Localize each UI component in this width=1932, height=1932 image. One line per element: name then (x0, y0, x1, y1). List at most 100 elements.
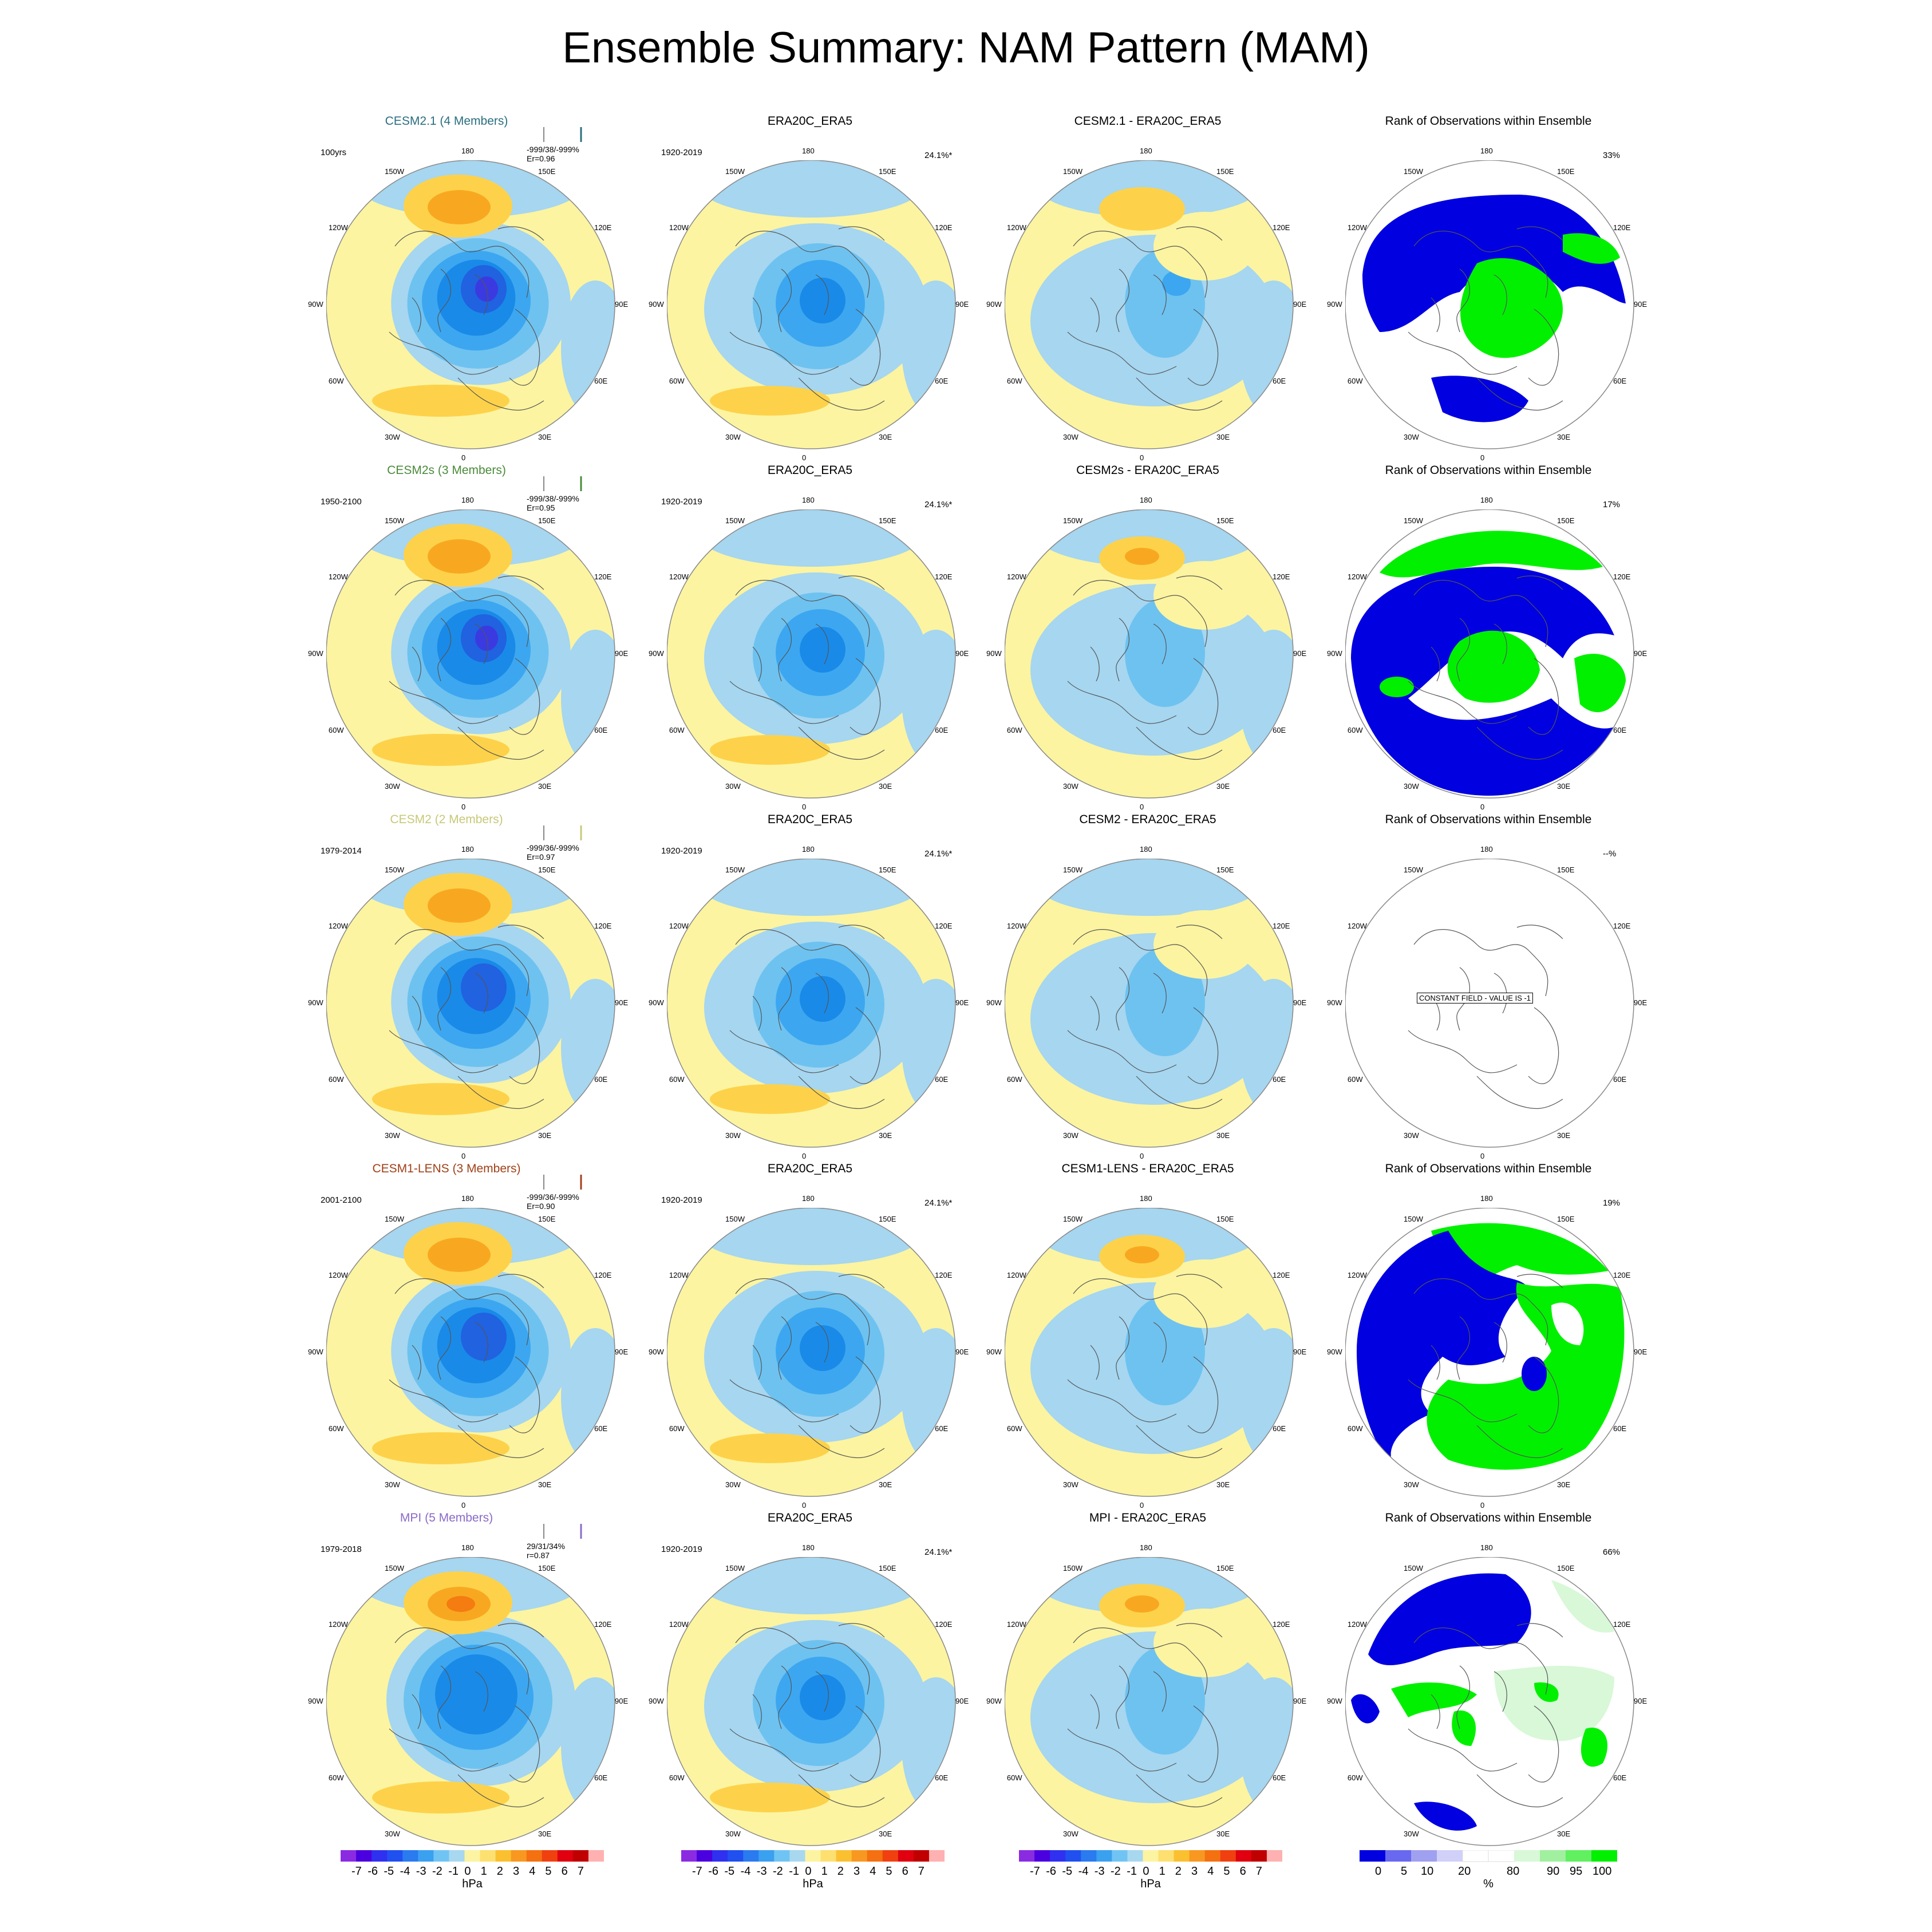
longitude-label: 150E (1216, 1214, 1234, 1223)
longitude-label: 90E (615, 1348, 629, 1356)
colorbar-tick-label: -3 (416, 1865, 426, 1878)
colorbar-swatch (387, 1850, 403, 1862)
longitude-label: 150W (385, 1214, 404, 1223)
longitude-label: 30E (1216, 1830, 1230, 1839)
obs-map (667, 160, 956, 449)
longitude-label: 180 (1140, 845, 1152, 854)
longitude-label: 150W (385, 1563, 404, 1573)
longitude-label: 60E (1613, 726, 1627, 734)
longitude-label: 150E (538, 1563, 556, 1573)
colorbar-swatch (542, 1850, 558, 1862)
model-title: CESM2.1 (4 Members) (385, 114, 508, 128)
longitude-label: 0 (461, 453, 466, 462)
diff-map (1005, 1557, 1294, 1846)
longitude-label: 30W (725, 1131, 741, 1140)
colorbar-tick-label: 4 (529, 1865, 536, 1878)
colorbar-swatch (1034, 1850, 1050, 1862)
model-title: MPI (5 Members) (400, 1511, 493, 1524)
obs-map (667, 509, 956, 799)
longitude-label: 60E (935, 1424, 949, 1433)
longitude-label: 60W (1006, 726, 1022, 734)
colorbar-swatch (1158, 1850, 1175, 1862)
diff-map (1005, 859, 1294, 1148)
longitude-label: 0 (802, 803, 807, 811)
coastline-outline (1408, 575, 1563, 760)
longitude-label: 180 (461, 1543, 474, 1552)
colorbar-swatch (1127, 1850, 1143, 1862)
colorbar-tick-label: 5 (1223, 1865, 1230, 1878)
longitude-label: 90W (308, 1697, 323, 1705)
longitude-label: 60E (1273, 726, 1286, 734)
obs-title: ERA20C_ERA5 (767, 813, 853, 826)
colorbar-tick-label: -6 (1046, 1865, 1056, 1878)
longitude-label: 150W (1063, 1214, 1082, 1223)
longitude-label: 120E (935, 572, 953, 581)
longitude-label: 90E (1634, 1697, 1647, 1705)
longitude-label: 90W (1327, 1348, 1342, 1356)
longitude-label: 60W (669, 377, 685, 385)
colorbar-tick-label: 2 (1175, 1865, 1182, 1878)
diff-map (1005, 160, 1294, 449)
colorbar-unit: hPa (1140, 1878, 1161, 1890)
colorbar-swatch (1143, 1850, 1159, 1862)
longitude-label: 30E (1557, 782, 1571, 791)
colorbar-tick-label: -1 (1127, 1865, 1137, 1878)
longitude-label: 30W (1063, 782, 1078, 791)
model-map (326, 509, 615, 799)
colorbar-tick-label: 2 (837, 1865, 844, 1878)
longitude-label: 90W (1327, 649, 1342, 658)
longitude-label: 90W (1327, 1697, 1342, 1705)
obs-years: 1920-2019 (661, 1544, 702, 1554)
model-stats: -999/36/-999% Er=0.90 (527, 1192, 579, 1211)
longitude-label: 60W (669, 1773, 685, 1782)
longitude-label: 0 (1140, 1152, 1144, 1160)
longitude-label: 90W (1327, 300, 1342, 309)
longitude-label: 60W (1006, 1075, 1022, 1084)
longitude-label: 180 (1480, 147, 1493, 155)
longitude-label: 180 (461, 1194, 474, 1203)
longitude-label: 60E (1273, 1075, 1286, 1084)
longitude-label: 30W (1063, 433, 1078, 442)
coastline-outline (729, 226, 885, 411)
longitude-label: 180 (1140, 496, 1152, 504)
longitude-label: 180 (1140, 1194, 1152, 1203)
longitude-label: 120E (1273, 223, 1290, 232)
longitude-label: 180 (461, 845, 474, 854)
colorbar-tick-label: 10 (1421, 1865, 1434, 1878)
model-map (326, 1557, 615, 1846)
coastline-outline (389, 575, 544, 760)
obs-panel: ERA20C_ERA5 1920-2019 24.1%* 180 150E 120E 90E… (649, 114, 970, 481)
ensemble-ticks (543, 1175, 582, 1190)
colorbar-swatch (758, 1850, 775, 1862)
colorbar-swatch (341, 1850, 357, 1862)
colorbar-tick-label: -1 (448, 1865, 459, 1878)
colorbar-swatch (681, 1850, 697, 1862)
longitude-label: 90W (986, 998, 1002, 1007)
colorbar-tick-label: -5 (724, 1865, 735, 1878)
longitude-label: 90W (649, 998, 664, 1007)
coastline-outline (729, 1274, 885, 1459)
stats-line-1: -999/36/-999% (527, 843, 579, 852)
map-boundary (667, 1208, 956, 1497)
longitude-label: 180 (802, 147, 815, 155)
longitude-label: 120E (1613, 223, 1631, 232)
longitude-label: 90W (986, 649, 1002, 658)
longitude-label: 30W (1063, 1830, 1078, 1839)
longitude-label: 60W (1347, 1424, 1363, 1433)
coastline-outline (1408, 924, 1563, 1109)
longitude-label: 0 (1480, 803, 1485, 811)
longitude-label: 60W (1006, 1773, 1022, 1782)
colorbar-tick-label: 1 (1159, 1865, 1165, 1878)
obs-panel: ERA20C_ERA5 1920-2019 24.1%* 180 150E 120E 90E… (649, 1511, 970, 1878)
model-map (326, 1208, 615, 1497)
obs-years: 1920-2019 (661, 497, 702, 507)
longitude-label: 90E (1293, 1348, 1307, 1356)
longitude-label: 0 (1480, 1501, 1485, 1510)
map-boundary (326, 509, 615, 799)
longitude-label: 150W (1404, 167, 1423, 176)
longitude-label: 120E (594, 223, 612, 232)
longitude-label: 30E (538, 782, 552, 791)
longitude-label: 150E (879, 1563, 896, 1573)
longitude-label: 60W (1006, 1424, 1022, 1433)
ensemble-ticks (543, 825, 582, 840)
